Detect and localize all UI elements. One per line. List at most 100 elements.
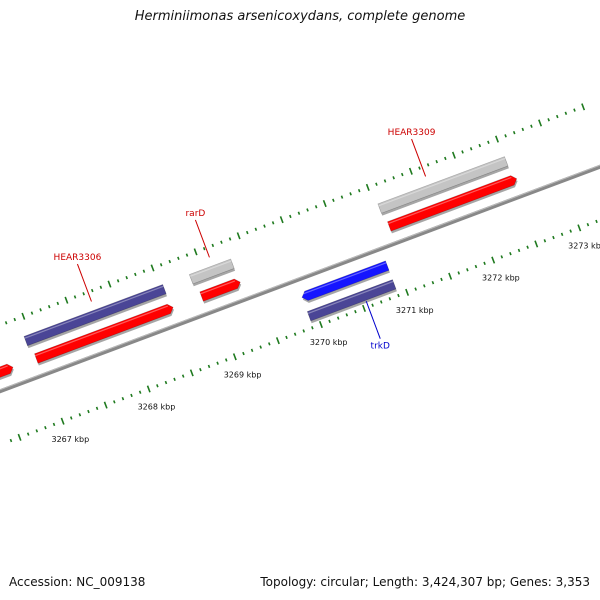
outer-ruler-tick xyxy=(392,176,395,180)
tick-layer xyxy=(4,103,598,443)
orf-feature xyxy=(377,156,509,214)
inner-ruler-tick xyxy=(302,329,306,333)
outer-ruler-tick xyxy=(254,227,258,231)
inner-ruler-tick xyxy=(328,319,331,324)
outer-ruler-tick xyxy=(193,248,198,256)
orf-feature-highlight xyxy=(378,157,506,207)
inner-ruler-tick xyxy=(224,358,228,362)
outer-ruler-tick xyxy=(245,230,249,235)
outer-ruler-tick xyxy=(47,304,51,309)
inner-ruler-tick xyxy=(232,353,237,361)
outer-ruler-tick xyxy=(150,264,155,272)
orf-feature xyxy=(23,284,167,347)
outer-ruler-tick xyxy=(573,108,576,112)
outer-ruler-tick xyxy=(168,259,172,264)
ruler-tick-label: 3267 kbp xyxy=(51,435,89,444)
feature-layer xyxy=(0,156,518,381)
outer-ruler-tick xyxy=(435,159,438,164)
outer-ruler-tick xyxy=(357,188,361,193)
outer-ruler-tick xyxy=(451,151,456,159)
forward-cds-feature xyxy=(387,175,518,232)
inner-ruler-tick xyxy=(26,432,30,436)
outer-ruler-tick xyxy=(99,285,103,289)
outer-ruler-tick xyxy=(306,208,309,212)
outer-ruler-tick xyxy=(82,292,85,296)
outer-ruler-tick xyxy=(495,135,499,143)
gene-label-pointer xyxy=(411,138,427,177)
inner-ruler-tick xyxy=(189,369,194,377)
outer-ruler-tick xyxy=(228,237,232,241)
orf-feature xyxy=(188,258,235,285)
inner-ruler-tick xyxy=(259,345,262,349)
inner-ruler-tick xyxy=(130,393,133,398)
accession-text: Accession: NC_009138 xyxy=(9,575,146,589)
inner-ruler-tick xyxy=(103,401,108,409)
outer-ruler-tick xyxy=(116,279,120,283)
outer-ruler-tick xyxy=(444,156,447,161)
outer-ruler-tick xyxy=(39,308,42,312)
forward-cds-feature-highlight xyxy=(388,176,512,225)
inner-ruler-tick xyxy=(242,351,245,356)
inner-ruler-tick xyxy=(216,361,219,365)
inner-ruler-tick xyxy=(268,342,271,346)
outer-ruler-tick xyxy=(426,163,430,167)
inner-ruler-tick xyxy=(275,337,280,345)
inner-ruler-tick xyxy=(78,413,82,417)
inner-ruler-tick xyxy=(173,377,176,382)
inner-ruler-tick xyxy=(318,320,323,329)
inner-ruler-tick xyxy=(517,248,521,253)
outer-ruler-tick xyxy=(73,295,77,299)
inner-ruler-tick xyxy=(293,332,297,336)
inner-ruler-tick xyxy=(164,380,168,385)
outer-ruler-tick xyxy=(314,205,318,209)
tick-label-layer: 3267 kbp 3268 kbp 3269 kbp 3270 kbp 3271 kbp… xyxy=(51,241,600,443)
inner-ruler-tick xyxy=(569,229,572,233)
inner-ruler-tick xyxy=(440,277,443,282)
outer-ruler-tick xyxy=(21,312,26,320)
inner-ruler-tick xyxy=(491,256,496,264)
outer-ruler-tick xyxy=(159,263,163,267)
inner-ruler-tick xyxy=(423,284,426,288)
inner-ruler-tick xyxy=(509,251,512,256)
inner-ruler-tick xyxy=(560,232,564,237)
outer-ruler-tick xyxy=(408,167,413,175)
outer-ruler-tick xyxy=(461,150,464,154)
ruler-tick-label: 3272 kbp xyxy=(482,274,520,283)
gene-label-rard: rarD xyxy=(185,209,205,219)
ruler-tick-label: 3273 kbp xyxy=(568,241,600,250)
inner-ruler-tick xyxy=(9,438,13,443)
inner-ruler-tick xyxy=(44,425,47,430)
inner-ruler-tick xyxy=(113,400,116,404)
forward-cds-feature xyxy=(0,363,14,378)
inner-ruler-tick xyxy=(371,303,374,307)
inner-ruler-tick xyxy=(156,384,159,388)
reverse-cds-feature xyxy=(301,260,390,301)
outer-ruler-tick xyxy=(4,321,8,325)
inner-ruler-tick xyxy=(121,396,125,401)
outer-ruler-tick xyxy=(107,280,112,288)
inner-ruler-tick xyxy=(397,293,400,298)
outer-ruler-tick xyxy=(504,134,507,138)
outer-ruler-tick xyxy=(271,221,275,225)
inner-ruler-tick xyxy=(552,235,555,240)
outer-ruler-tick xyxy=(512,130,516,135)
gene-label-trkd: trkD xyxy=(371,342,390,352)
backbone-highlight xyxy=(0,164,600,391)
outer-ruler-tick xyxy=(64,296,69,304)
inner-ruler-tick xyxy=(354,309,357,314)
inner-ruler-tick xyxy=(146,385,151,393)
outer-ruler-tick xyxy=(211,243,215,248)
outer-ruler-tick xyxy=(581,103,586,111)
genome-summary-text: Topology: circular; Length: 3,424,307 bp… xyxy=(260,575,590,589)
inner-ruler-tick xyxy=(199,367,202,372)
inner-ruler-tick xyxy=(405,288,410,296)
outer-ruler-tick xyxy=(555,114,559,119)
inner-ruler-tick xyxy=(474,264,478,269)
map-title: Herminiimonas arsenicoxydans, complete g… xyxy=(134,9,466,24)
inner-ruler-tick xyxy=(577,224,582,232)
orf-feature-highlight xyxy=(307,280,394,314)
inner-ruler-tick xyxy=(362,304,366,312)
backbone-line xyxy=(0,164,600,394)
ruler-tick-label: 3270 kbp xyxy=(310,338,348,347)
